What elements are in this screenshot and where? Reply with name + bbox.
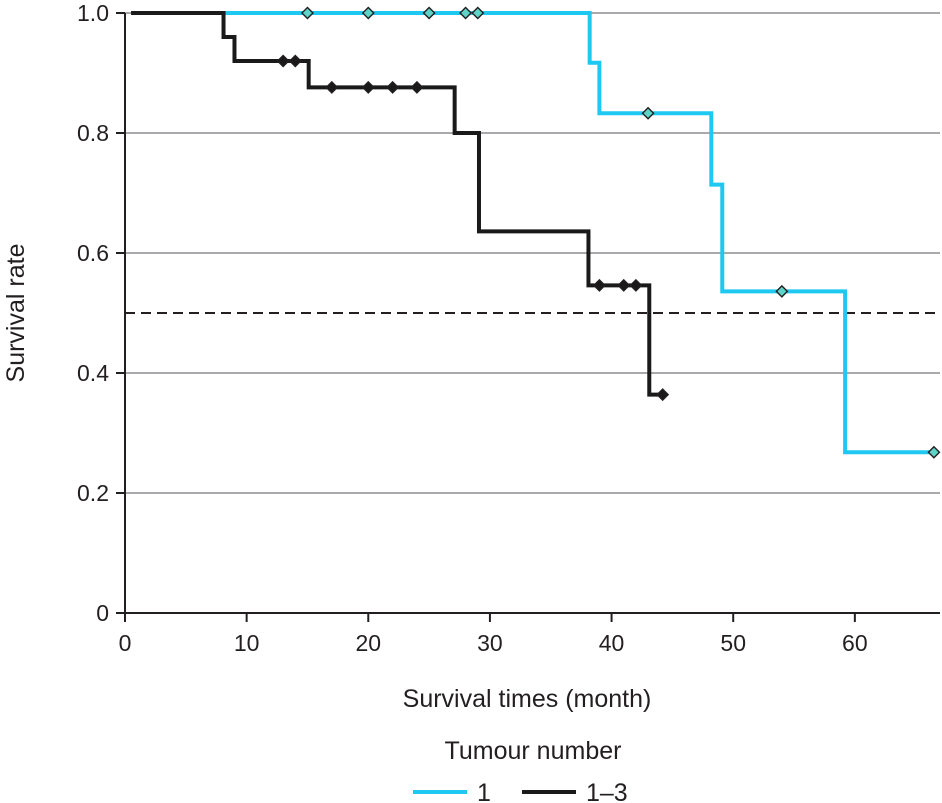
legend-label-0: 1 <box>477 779 491 803</box>
legend: 1 1–3 <box>413 779 628 803</box>
censor-marker-0 <box>459 6 473 20</box>
censor-marker-1 <box>629 278 643 292</box>
x-axis-title: Survival times (month) <box>403 685 652 713</box>
censor-marker-1 <box>361 80 375 94</box>
y-axis-title: Survival rate <box>2 244 30 383</box>
x-tick-label: 0 <box>119 630 132 656</box>
x-tick-label: 50 <box>720 630 746 656</box>
censor-marker-1 <box>656 388 670 402</box>
censor-marker-1 <box>617 278 631 292</box>
series-line-1 <box>131 11 663 397</box>
censor-marker-0 <box>641 106 655 120</box>
tick-labels: 0 0.2 0.4 0.6 0.8 1.0 0 10 20 30 40 50 60 <box>77 0 868 656</box>
censor-marker-1 <box>276 54 290 68</box>
series-line-0 <box>222 11 934 455</box>
gridlines <box>125 12 940 494</box>
censor-marker-0 <box>471 6 485 20</box>
censor-marker-0 <box>422 6 436 20</box>
x-tick-label: 30 <box>477 630 503 656</box>
x-tick-label: 20 <box>355 630 381 656</box>
y-tick-label: 0.6 <box>77 240 109 266</box>
censor-marker-0 <box>927 445 941 459</box>
x-tick-label: 40 <box>599 630 625 656</box>
censor-markers <box>276 6 941 459</box>
censor-marker-1 <box>386 80 400 94</box>
legend-label-1: 1–3 <box>586 779 628 803</box>
censor-marker-1 <box>288 54 302 68</box>
censor-marker-0 <box>300 6 314 20</box>
censor-marker-0 <box>775 284 789 298</box>
censor-marker-1 <box>325 80 339 94</box>
y-tick-label: 0 <box>96 600 109 626</box>
censor-marker-1 <box>410 80 424 94</box>
axes <box>116 12 940 622</box>
y-tick-label: 0.8 <box>77 120 109 146</box>
x-tick-label: 10 <box>234 630 260 656</box>
y-tick-label: 1.0 <box>77 0 109 26</box>
y-tick-label: 0.2 <box>77 480 109 506</box>
legend-title: Tumour number <box>445 737 622 765</box>
series-lines <box>131 11 934 455</box>
y-tick-label: 0.4 <box>77 360 109 386</box>
censor-marker-0 <box>361 6 375 20</box>
x-tick-label: 60 <box>842 630 868 656</box>
censor-marker-1 <box>592 278 606 292</box>
